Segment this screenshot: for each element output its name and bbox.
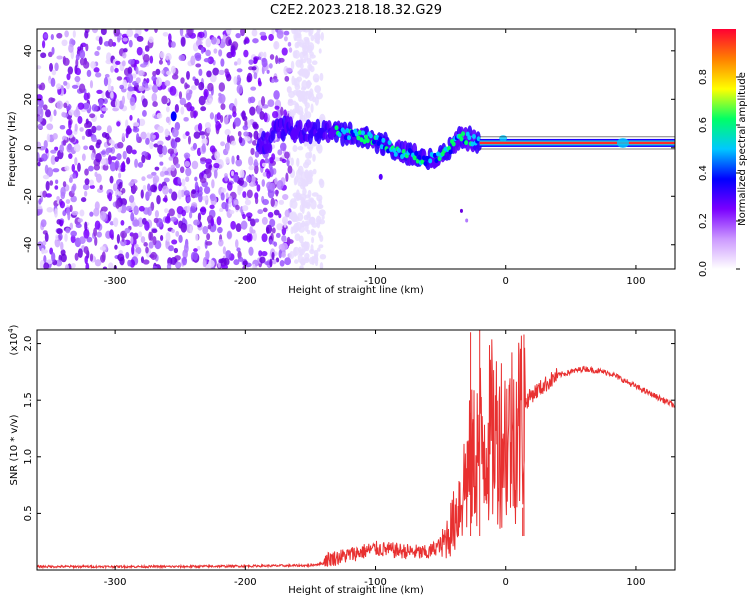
colorbar-tick-label: 0.6 xyxy=(698,117,709,133)
snr-y-multiplier: (x104) xyxy=(7,324,20,355)
y-tick-label: 0.5 xyxy=(23,505,34,521)
y-tick-label: 40 xyxy=(23,44,34,57)
colorbar-tick-label: 0.0 xyxy=(698,261,709,277)
x-tick-label: 100 xyxy=(626,276,645,287)
snr-frame xyxy=(36,329,676,571)
spectrogram-frame xyxy=(36,28,676,270)
x-tick-label: -200 xyxy=(234,276,257,287)
snr-y-ticks: 0.5 1.0 1.5 2.0 xyxy=(23,336,675,521)
spectrogram-plot xyxy=(37,29,675,269)
snr-x-ticks: -300 -200 -100 0 100 xyxy=(104,330,645,588)
x-tick-label: -300 xyxy=(104,577,127,588)
snr-y-label: SNR (10 * v/v) xyxy=(9,414,20,485)
colorbar-tick-label: 0.4 xyxy=(698,165,709,181)
spectrogram-x-ticks: -300 -200 -100 0 100 xyxy=(104,29,645,287)
y-tick-label: 2.0 xyxy=(23,336,34,352)
x-tick-label: -100 xyxy=(364,276,387,287)
colorbar-gradient xyxy=(712,29,736,269)
y-tick-label: -20 xyxy=(23,188,34,204)
snr-y-multiplier-base: (x10 xyxy=(9,333,20,356)
x-tick-label: -100 xyxy=(364,577,387,588)
colorbar-tick-label: 0.8 xyxy=(698,69,709,85)
colorbar-label: Normalized spectral amplitude xyxy=(737,72,748,226)
spectrogram-y-label: Frequency (Hz) xyxy=(7,111,18,187)
y-tick-label: 1.0 xyxy=(23,449,34,465)
x-tick-label: 0 xyxy=(503,276,509,287)
colorbar: 0.0 0.2 0.4 0.6 0.8 Normalized spectral ampl… xyxy=(698,29,748,277)
y-tick-label: 1.5 xyxy=(23,392,34,408)
x-tick-label: 0 xyxy=(503,577,509,588)
spectrogram-y-ticks: -40 -20 0 20 40 xyxy=(23,44,675,253)
chart-title: C2E2.2023.218.18.32.G29 xyxy=(270,3,442,18)
snr-series-line xyxy=(37,335,675,570)
colorbar-ticks: 0.0 0.2 0.4 0.6 0.8 xyxy=(698,69,740,277)
spectrogram-x-label: Height of straight line (km) xyxy=(288,285,424,296)
snr-plot xyxy=(37,330,675,570)
snr-x-label: Height of straight line (km) xyxy=(288,585,424,596)
x-tick-label: 100 xyxy=(626,577,645,588)
snr-y-multiplier-exp: 4 xyxy=(7,328,15,333)
x-tick-label: -300 xyxy=(104,276,127,287)
y-tick-label: 0 xyxy=(23,145,34,151)
x-tick-label: -200 xyxy=(234,577,257,588)
y-tick-label: -40 xyxy=(23,237,34,253)
colorbar-tick-label: 0.2 xyxy=(698,213,709,229)
snr-panel: -300 -200 -100 0 100 0.5 1.0 1.5 2.0 Height of … xyxy=(7,324,676,596)
y-tick-label: 20 xyxy=(23,93,34,106)
